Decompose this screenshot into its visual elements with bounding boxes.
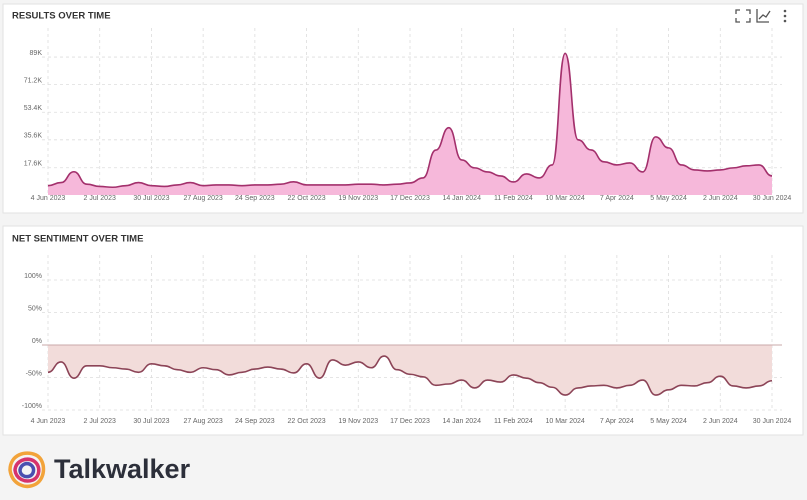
x-tick-label: 24 Sep 2023 <box>235 418 275 425</box>
x-tick-label: 11 Feb 2024 <box>494 195 533 202</box>
x-tick-label: 27 Aug 2023 <box>183 418 222 425</box>
area <box>48 345 772 396</box>
x-tick-label: 22 Oct 2023 <box>288 418 326 425</box>
y-tick-label: 53.4K <box>24 105 43 112</box>
x-tick-label: 2 Jun 2024 <box>703 195 738 202</box>
y-tick-label: -50% <box>26 370 42 377</box>
x-tick-label: 11 Feb 2024 <box>494 418 533 425</box>
line <box>47 355 773 396</box>
y-tick-label: 50% <box>28 305 42 312</box>
x-tick-label: 14 Jan 2024 <box>442 418 481 425</box>
x-tick-label: 22 Oct 2023 <box>288 195 326 202</box>
brand-name: Talkwalker <box>54 454 191 484</box>
x-tick-label: 7 Apr 2024 <box>600 418 634 425</box>
x-tick-label: 4 Jun 2023 <box>31 195 66 202</box>
y-tick-label: 35.6K <box>24 133 43 140</box>
x-tick-label: 10 Mar 2024 <box>545 418 584 425</box>
y-tick-label: 100% <box>24 273 42 280</box>
x-tick-label: 2 Jul 2023 <box>84 418 116 425</box>
x-tick-label: 30 Jun 2024 <box>753 195 792 202</box>
x-tick-label: 30 Jun 2024 <box>753 418 792 425</box>
logo <box>8 451 46 489</box>
panel-title: RESULTS OVER TIME <box>12 11 111 22</box>
x-tick-label: 17 Dec 2023 <box>390 195 430 202</box>
x-tick-label: 5 May 2024 <box>650 418 687 425</box>
panel-title: NET SENTIMENT OVER TIME <box>12 234 143 245</box>
x-tick-label: 30 Jul 2023 <box>133 195 169 202</box>
x-tick-label: 27 Aug 2023 <box>183 195 222 202</box>
x-tick-label: 17 Dec 2023 <box>390 418 430 425</box>
expand-icon[interactable] <box>735 9 751 23</box>
x-tick-label: 10 Mar 2024 <box>545 195 584 202</box>
x-tick-label: 19 Nov 2023 <box>338 418 378 425</box>
y-tick-label: 71.2K <box>24 77 43 84</box>
x-tick-label: 5 May 2024 <box>650 195 687 202</box>
x-tick-label: 30 Jul 2023 <box>133 418 169 425</box>
y-tick-label: -100% <box>22 403 42 410</box>
x-tick-label: 14 Jan 2024 <box>442 195 481 202</box>
area <box>48 53 772 195</box>
y-tick-label: 0% <box>32 338 42 345</box>
y-tick-label: 89K <box>30 50 43 57</box>
x-tick-label: 24 Sep 2023 <box>235 195 275 202</box>
menu-icon[interactable] <box>783 9 787 23</box>
line <box>47 52 773 189</box>
x-tick-label: 7 Apr 2024 <box>600 195 634 202</box>
x-tick-label: 2 Jul 2023 <box>84 195 116 202</box>
x-tick-label: 2 Jun 2024 <box>703 418 738 425</box>
x-tick-label: 19 Nov 2023 <box>338 195 378 202</box>
x-tick-label: 4 Jun 2023 <box>31 418 66 425</box>
panel <box>2 225 804 436</box>
y-tick-label: 17.6K <box>24 161 43 168</box>
chart-type-icon[interactable] <box>756 9 771 23</box>
